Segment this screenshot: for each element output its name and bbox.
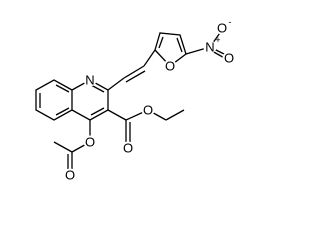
atom-labels: N O N + O - O O O O O [63, 17, 236, 183]
double-bond [158, 36, 164, 49]
double-bond [90, 84, 105, 93]
atom-label: O [123, 141, 133, 156]
bond [165, 109, 185, 121]
bond [123, 65, 145, 79]
atom-label: O [65, 168, 75, 183]
atom-label: O [143, 103, 153, 118]
double-bond [176, 37, 183, 53]
double-bond [125, 70, 146, 83]
benzo-ring [35, 79, 73, 121]
bond [107, 109, 127, 121]
atom-label: N [205, 40, 214, 55]
atom-label: O [217, 21, 227, 36]
double-bond [90, 107, 105, 116]
atom-charge: + [215, 35, 220, 45]
double-bond [55, 107, 70, 116]
atom-label: N [85, 73, 94, 88]
structure: N O N + O - O O O O O [35, 17, 236, 183]
atom-label: O [165, 59, 175, 74]
bond [107, 77, 125, 91]
bond [143, 49, 156, 67]
bond [53, 141, 73, 153]
atom-label: O [224, 51, 234, 66]
atom-charge: - [229, 17, 232, 27]
atom-label: O [85, 135, 95, 150]
double-bond [55, 84, 70, 93]
